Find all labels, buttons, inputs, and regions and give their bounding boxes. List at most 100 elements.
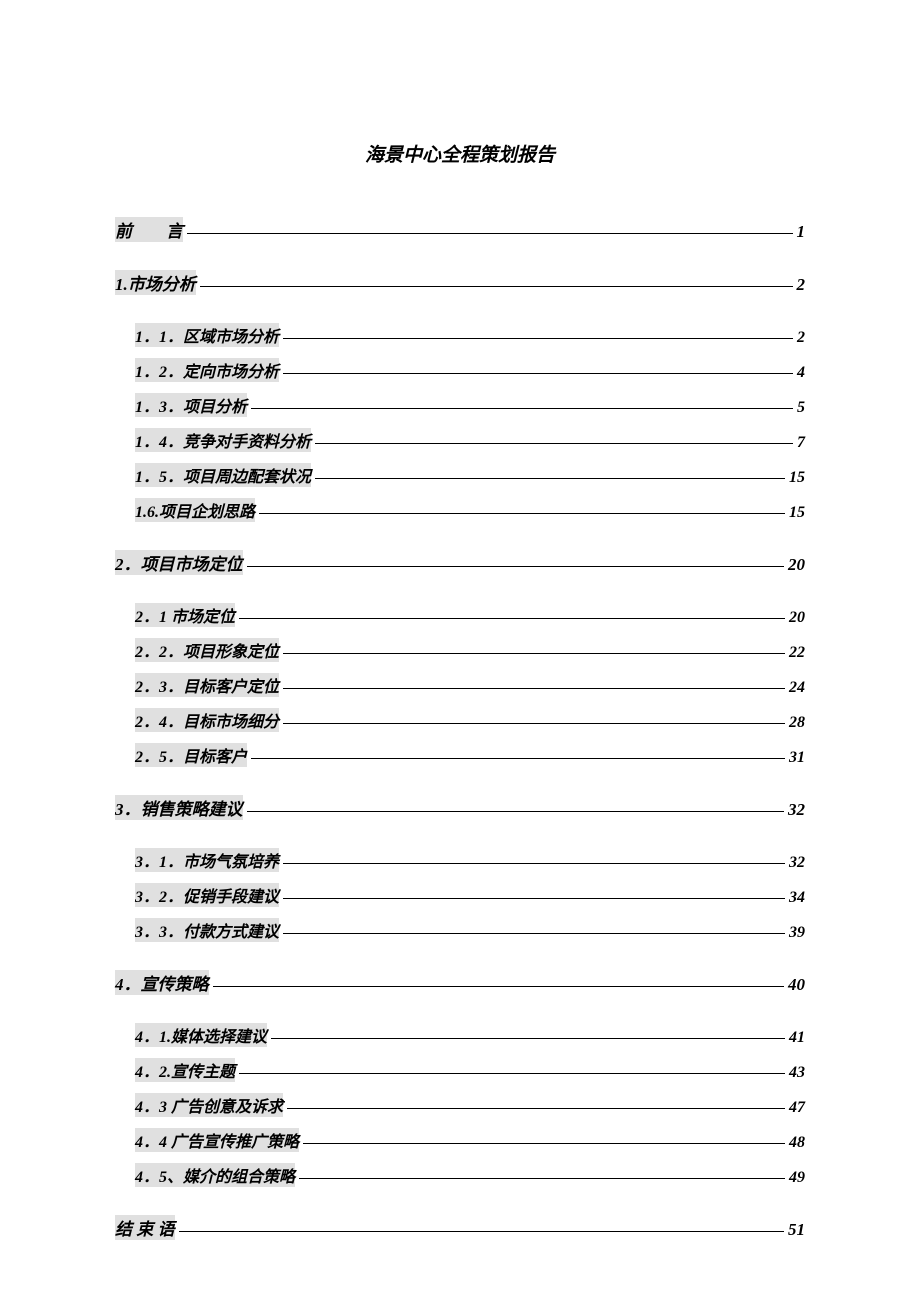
toc-entry: 3．3．付款方式建议 39 (115, 918, 805, 942)
toc-page-number: 1 (797, 222, 806, 242)
toc-page-number: 22 (789, 644, 805, 662)
toc-label: 1.6.项目企划思路 (135, 498, 255, 522)
toc-page-number: 2 (797, 275, 806, 295)
toc-page-number: 47 (789, 1099, 805, 1117)
toc-entry: 3．2．促销手段建议 34 (115, 883, 805, 907)
toc-page-number: 7 (797, 434, 805, 452)
toc-page-number: 49 (789, 1169, 805, 1187)
toc-label: 1．3．项目分析 (135, 393, 247, 417)
toc-leader-line (271, 1038, 785, 1039)
toc-label: 1．5．项目周边配套状况 (135, 463, 311, 487)
toc-page-number: 34 (789, 889, 805, 907)
toc-entry: 1．5．项目周边配套状况 15 (115, 463, 805, 487)
toc-page-number: 24 (789, 679, 805, 697)
toc-page-number: 40 (788, 975, 805, 995)
toc-page-number: 15 (789, 469, 805, 487)
toc-entry: 3．1．市场气氛培养 32 (115, 848, 805, 872)
toc-entry: 2．5．目标客户 31 (115, 743, 805, 767)
toc-label: 1．4．竞争对手资料分析 (135, 428, 311, 452)
toc-entry: 2．项目市场定位 20 (115, 550, 805, 575)
toc-entry: 4．4 广告宣传推广策略 48 (115, 1128, 805, 1152)
toc-leader-line (283, 863, 785, 864)
toc-label: 1．1．区域市场分析 (135, 323, 279, 347)
toc-leader-line (287, 1108, 785, 1109)
toc-leader-line (303, 1143, 785, 1144)
toc-entry: 前 言 1 (115, 217, 805, 242)
toc-leader-line (283, 653, 785, 654)
toc-page-number: 48 (789, 1134, 805, 1152)
toc-entry: 2．4．目标市场细分 28 (115, 708, 805, 732)
toc-entry: 4．1.媒体选择建议 41 (115, 1023, 805, 1047)
toc-leader-line (259, 513, 785, 514)
toc-leader-line (200, 286, 793, 287)
toc-page-number: 2 (797, 329, 805, 347)
toc-entry: 4．宣传策略 40 (115, 970, 805, 995)
toc-leader-line (251, 758, 785, 759)
toc-entry: 4．3 广告创意及诉求 47 (115, 1093, 805, 1117)
toc-leader-line (213, 986, 785, 987)
toc-leader-line (283, 688, 785, 689)
toc-entry: 2．2．项目形象定位 22 (115, 638, 805, 662)
table-of-contents: 前 言 1 1.市场分析 2 1．1．区域市场分析 2 1．2．定向市场分析 4 1．3．项目分… (115, 217, 805, 1240)
toc-label: 4．2.宣传主题 (135, 1058, 235, 1082)
toc-label: 3．3．付款方式建议 (135, 918, 279, 942)
toc-label: 2．4．目标市场细分 (135, 708, 279, 732)
toc-page-number: 32 (789, 854, 805, 872)
toc-leader-line (315, 443, 793, 444)
toc-leader-line (239, 618, 785, 619)
toc-leader-line (251, 408, 793, 409)
toc-entry: 1．4．竞争对手资料分析 7 (115, 428, 805, 452)
toc-entry: 1．1．区域市场分析 2 (115, 323, 805, 347)
toc-page-number: 15 (789, 504, 805, 522)
toc-label: 3．销售策略建议 (115, 795, 243, 820)
toc-leader-line (283, 898, 785, 899)
toc-label: 3．2．促销手段建议 (135, 883, 279, 907)
toc-label: 1.市场分析 (115, 270, 196, 295)
toc-entry: 1.市场分析 2 (115, 270, 805, 295)
toc-label: 2．项目市场定位 (115, 550, 243, 575)
toc-leader-line (247, 566, 785, 567)
toc-label: 3．1．市场气氛培养 (135, 848, 279, 872)
toc-page-number: 43 (789, 1064, 805, 1082)
toc-label: 4．1.媒体选择建议 (135, 1023, 267, 1047)
toc-leader-line (315, 478, 785, 479)
toc-page-number: 51 (788, 1220, 805, 1240)
toc-page-number: 4 (797, 364, 805, 382)
toc-entry: 4．2.宣传主题 43 (115, 1058, 805, 1082)
toc-label: 4．3 广告创意及诉求 (135, 1093, 283, 1117)
toc-leader-line (283, 933, 785, 934)
toc-label: 2．1 市场定位 (135, 603, 235, 627)
toc-leader-line (283, 723, 785, 724)
toc-page-number: 32 (788, 800, 805, 820)
toc-page-number: 31 (789, 749, 805, 767)
toc-page-number: 20 (788, 555, 805, 575)
toc-page-number: 28 (789, 714, 805, 732)
toc-label: 4．4 广告宣传推广策略 (135, 1128, 299, 1152)
toc-label: 4．5、媒介的组合策略 (135, 1163, 295, 1187)
toc-leader-line (283, 373, 793, 374)
toc-label: 结 束 语 (115, 1215, 175, 1240)
toc-entry: 结 束 语 51 (115, 1215, 805, 1240)
toc-entry: 1.6.项目企划思路 15 (115, 498, 805, 522)
toc-entry: 2．1 市场定位 20 (115, 603, 805, 627)
toc-leader-line (187, 233, 793, 234)
toc-leader-line (179, 1231, 785, 1232)
toc-label: 2．5．目标客户 (135, 743, 247, 767)
toc-entry: 3．销售策略建议 32 (115, 795, 805, 820)
toc-page-number: 39 (789, 924, 805, 942)
toc-page-number: 20 (789, 609, 805, 627)
document-title: 海景中心全程策划报告 (115, 140, 805, 167)
toc-page-number: 5 (797, 399, 805, 417)
toc-page-number: 41 (789, 1029, 805, 1047)
toc-entry: 2．3．目标客户定位 24 (115, 673, 805, 697)
toc-label: 4．宣传策略 (115, 970, 209, 995)
toc-label: 前 言 (115, 217, 183, 242)
toc-entry: 4．5、媒介的组合策略 49 (115, 1163, 805, 1187)
toc-leader-line (283, 338, 793, 339)
toc-entry: 1．2．定向市场分析 4 (115, 358, 805, 382)
toc-label: 1．2．定向市场分析 (135, 358, 279, 382)
toc-label: 2．2．项目形象定位 (135, 638, 279, 662)
toc-leader-line (239, 1073, 785, 1074)
toc-label: 2．3．目标客户定位 (135, 673, 279, 697)
toc-entry: 1．3．项目分析 5 (115, 393, 805, 417)
